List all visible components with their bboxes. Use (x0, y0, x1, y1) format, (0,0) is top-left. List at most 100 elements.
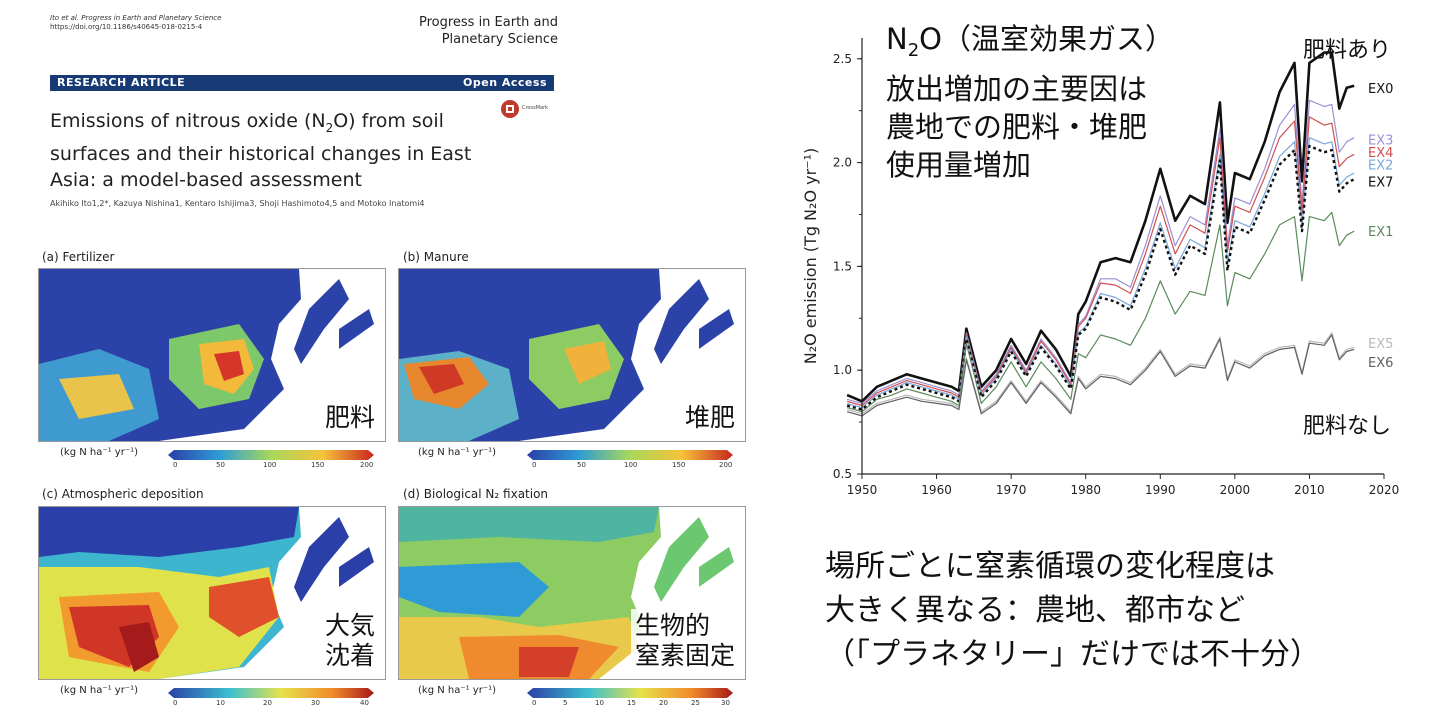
paper-authors: Akihiko Ito1,2*, Kazuya Nishina1, Kentar… (50, 199, 425, 208)
map-c-tick-30: 30 (311, 699, 320, 707)
map-d-tick-10: 10 (595, 699, 604, 707)
map-b-tick-0: 0 (532, 461, 537, 469)
series-line-ex7 (846, 144, 1355, 411)
series-label-ex3: EX3 (1368, 134, 1393, 149)
map-b-tick-100: 100 (624, 461, 638, 469)
map-a-unit: (kg N ha⁻¹ yr⁻¹) (60, 447, 139, 458)
citation-line1: Ito et al. Progress in Earth and Planeta… (50, 14, 222, 22)
map-c-unit: (kg N ha⁻¹ yr⁻¹) (60, 685, 139, 696)
x-tick-label-2000: 2000 (1220, 483, 1251, 497)
map-c-colorbar (168, 688, 374, 698)
map-c-label-line2: 沈着 (324, 641, 375, 670)
crossmark-badge: CrossMark (500, 98, 550, 124)
series-line-ex3 (846, 99, 1355, 404)
map-b-title: (b) Manure (403, 250, 469, 264)
x-tick-label-1990: 1990 (1145, 483, 1176, 497)
x-tick-label-1970: 1970 (996, 483, 1027, 497)
crossmark-label: CrossMark (522, 105, 549, 111)
crossmark-icon (501, 100, 519, 118)
map-b-unit: (kg N ha⁻¹ yr⁻¹) (418, 447, 497, 458)
map-a-colorbar (168, 450, 374, 460)
series-line-ex6 (846, 334, 1355, 417)
bottom-line1: 場所ごとに窒素循環の変化程度は (825, 549, 1275, 584)
map-b-label: 堆肥 (680, 401, 739, 435)
chart-headline: N2O（温室効果ガス） 放出増加の主要因は 農地での肥料・堆肥 使用量増加 (886, 20, 1174, 184)
map-a-tick-50: 50 (216, 461, 225, 469)
series-label-ex5: EX5 (1368, 337, 1393, 352)
x-tick-label-1960: 1960 (921, 483, 952, 497)
x-tick-label-1980: 1980 (1070, 483, 1101, 497)
y-tick-label-0.5: 0.5 (833, 467, 852, 481)
y-tick-label-1.5: 1.5 (833, 259, 852, 273)
map-b-tick-200: 200 (719, 461, 733, 469)
paper-title-line2: surfaces and their historical changes in… (50, 142, 472, 165)
series-label-ex2: EX2 (1368, 159, 1393, 174)
map-a-title: (a) Fertilizer (42, 250, 115, 264)
map-b-tick-150: 150 (672, 461, 686, 469)
map-d-tick-15: 15 (627, 699, 636, 707)
headline-line2: 放出増加の主要因は (886, 71, 1148, 106)
series-label-ex0: EX0 (1368, 82, 1393, 97)
map-c-label: 大気 沈着 (320, 609, 379, 673)
x-tick-label-2010: 2010 (1294, 483, 1325, 497)
map-a-tick-0: 0 (173, 461, 178, 469)
series-label-ex4: EX4 (1368, 146, 1393, 161)
label-without-fertilizer: 肥料なし (1303, 414, 1392, 439)
journal-name: Progress in Earth and Planetary Science (380, 14, 558, 48)
y-tick-label-2.0: 2.0 (833, 156, 852, 170)
map-manure: 堆肥 (398, 268, 746, 442)
citation-doi: https://doi.org/10.1186/s40645-018-0215-… (50, 23, 203, 31)
paper-title-line1: Emissions of nitrous oxide (N2O) from so… (50, 110, 444, 135)
bottom-line2: 大きく異なる：農地、都市など (825, 593, 1245, 628)
series-label-ex1: EX1 (1368, 225, 1393, 240)
map-fertilizer: 肥料 (38, 268, 386, 442)
journal-line1: Progress in Earth and (418, 15, 558, 30)
map-d-tick-5: 5 (563, 699, 568, 707)
map-d-title: (d) Biological N₂ fixation (403, 487, 549, 501)
headline-line1: N2O（温室効果ガス） (886, 22, 1174, 61)
y-tick-label-1.0: 1.0 (833, 363, 852, 377)
series-line-ex4 (846, 116, 1355, 407)
map-b-colorbar (527, 450, 733, 460)
paper-title-line3: Asia: a model-based assessment (50, 168, 362, 191)
n2o-emission-chart: 1950 1960 1970 1980 1990 2000 2010 2020 0.5 1.0 1.… (801, 38, 1399, 497)
bottom-line3: （「プラネタリー」だけでは不十分） (825, 637, 1320, 672)
paper-title: Emissions of nitrous oxide (N2O) from so… (50, 108, 500, 193)
series-line-ex0 (846, 51, 1355, 403)
series-line-ex1 (846, 211, 1355, 413)
banner-research-article: RESEARCH ARTICLE (57, 76, 186, 89)
map-b-tick-50: 50 (577, 461, 586, 469)
map-c-tick-20: 20 (263, 699, 272, 707)
map-d-label: 生物的 窒素固定 (630, 609, 739, 673)
headline-line4: 使用量増加 (886, 147, 1032, 182)
map-d-tick-25: 25 (691, 699, 700, 707)
map-d-label-line1: 生物的 (634, 611, 710, 640)
map-c-tick-10: 10 (216, 699, 225, 707)
map-d-label-line2: 窒素固定 (634, 641, 735, 670)
series-label-ex6: EX6 (1368, 356, 1393, 371)
map-d-tick-0: 0 (532, 699, 537, 707)
map-atmospheric-deposition: 大気 沈着 (38, 506, 386, 680)
series-label-ex7: EX7 (1368, 175, 1393, 190)
banner-open-access: Open Access (463, 76, 547, 89)
map-a-tick-100: 100 (263, 461, 277, 469)
journal-line2: Planetary Science (441, 32, 558, 47)
map-c-label-line1: 大気 (324, 611, 375, 640)
map-d-tick-30: 30 (721, 699, 730, 707)
headline-line3: 農地での肥料・堆肥 (886, 109, 1148, 144)
bottom-message: 場所ごとに窒素循環の変化程度は 大きく異なる：農地、都市など （「プラネタリー」… (825, 545, 1320, 677)
map-c-tick-0: 0 (173, 699, 178, 707)
article-banner: RESEARCH ARTICLE Open Access (50, 75, 554, 91)
x-tick-label-1950: 1950 (847, 483, 878, 497)
map-c-tick-40: 40 (360, 699, 369, 707)
map-biological-fixation: 生物的 窒素固定 (398, 506, 746, 680)
map-d-colorbar (527, 688, 733, 698)
map-a-tick-200: 200 (360, 461, 374, 469)
y-axis-title: N₂O emission (Tg N₂O yr⁻¹) (801, 148, 820, 365)
series-line-ex2 (846, 137, 1355, 409)
map-d-unit: (kg N ha⁻¹ yr⁻¹) (418, 685, 497, 696)
label-with-fertilizer: 肥料あり (1303, 38, 1392, 63)
map-c-title: (c) Atmospheric deposition (42, 487, 204, 501)
map-d-tick-20: 20 (659, 699, 668, 707)
y-tick-label-2.5: 2.5 (833, 52, 852, 66)
